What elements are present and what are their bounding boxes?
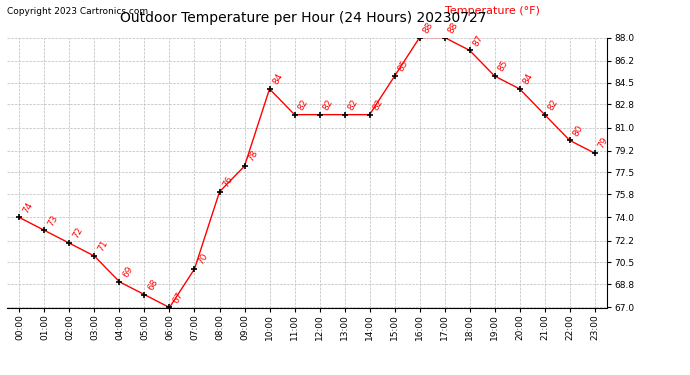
Text: 73: 73 [46, 213, 59, 228]
Text: 69: 69 [121, 264, 135, 279]
Text: 82: 82 [346, 98, 359, 112]
Text: 70: 70 [196, 252, 210, 266]
Text: 67: 67 [171, 290, 184, 305]
Text: 76: 76 [221, 174, 235, 189]
Text: 74: 74 [21, 200, 34, 215]
Text: 88: 88 [446, 20, 460, 35]
Text: 78: 78 [246, 149, 259, 163]
Text: Copyright 2023 Cartronics.com: Copyright 2023 Cartronics.com [7, 7, 148, 16]
Text: 71: 71 [96, 239, 110, 253]
Text: 82: 82 [371, 98, 384, 112]
Text: 82: 82 [296, 98, 309, 112]
Text: Outdoor Temperature per Hour (24 Hours) 20230727: Outdoor Temperature per Hour (24 Hours) … [120, 11, 487, 25]
Text: 87: 87 [471, 33, 484, 48]
Text: 82: 82 [321, 98, 335, 112]
Text: 82: 82 [546, 98, 560, 112]
Text: 85: 85 [496, 59, 510, 73]
Text: 84: 84 [521, 72, 535, 86]
Text: Temperature (°F): Temperature (°F) [445, 6, 540, 16]
Text: 68: 68 [146, 278, 159, 292]
Text: 84: 84 [271, 72, 284, 86]
Text: 88: 88 [421, 20, 435, 35]
Text: 79: 79 [596, 136, 610, 150]
Text: 80: 80 [571, 123, 584, 138]
Text: 72: 72 [71, 226, 84, 240]
Text: 85: 85 [396, 59, 410, 73]
